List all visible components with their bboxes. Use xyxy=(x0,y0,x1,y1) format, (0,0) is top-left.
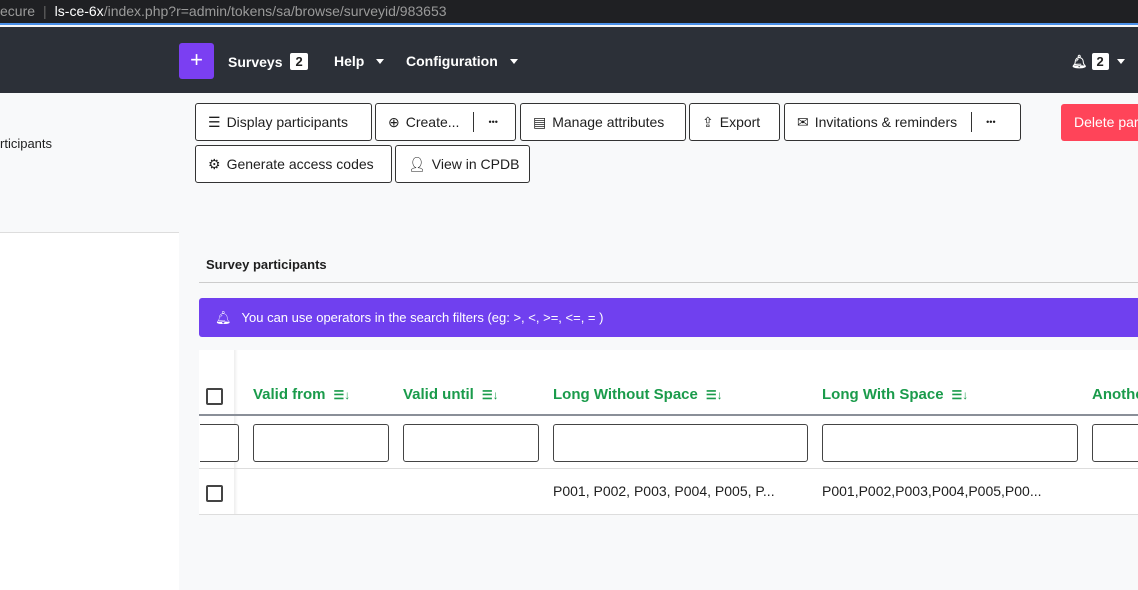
button-label: View in CPDB xyxy=(431,156,520,172)
envelope-gear-icon: ✉ xyxy=(797,113,809,130)
select-all-checkbox[interactable] xyxy=(206,388,223,405)
list-icon: ☰ xyxy=(208,113,221,130)
notifications-button[interactable]: 🔔︎ 2 xyxy=(1071,53,1125,70)
manage-attributes-button[interactable]: ▤ Manage attributes xyxy=(520,103,686,141)
users-icon: 👤︎ xyxy=(408,155,426,172)
column-header-valid-from[interactable]: Valid from ☰↓ xyxy=(253,386,351,403)
row-checkbox[interactable] xyxy=(206,485,223,502)
section-title: Survey participants xyxy=(206,257,327,272)
filter-valid-from[interactable] xyxy=(253,424,389,462)
button-label: Generate access codes xyxy=(226,156,374,172)
nav-surveys[interactable]: Surveys 2 xyxy=(228,53,308,70)
invitations-button[interactable]: ✉ Invitations & reminders ••• xyxy=(784,103,1021,141)
caret-down-icon xyxy=(509,58,518,64)
notifications-count-badge: 2 xyxy=(1091,53,1109,70)
top-navbar: + Surveys 2 Help Configuration 🔔︎ 2 xyxy=(0,27,1138,93)
divider: | xyxy=(43,3,47,19)
bell-icon: 🔔︎ xyxy=(215,309,232,325)
view-in-cpdb-button[interactable]: 👤︎ View in CPDB xyxy=(395,145,530,183)
url-path: /index.php?r=admin/tokens/sa/browse/surv… xyxy=(103,3,447,19)
caret-down-icon xyxy=(1116,59,1125,64)
filter-input-partial[interactable] xyxy=(200,424,239,462)
button-label: Manage attributes xyxy=(552,114,665,130)
row-divider xyxy=(199,468,1138,469)
add-survey-button[interactable]: + xyxy=(179,43,214,79)
sort-icon[interactable]: ☰↓ xyxy=(951,388,969,402)
column-header-valid-until[interactable]: Valid until ☰↓ xyxy=(403,386,499,403)
filter-another[interactable] xyxy=(1092,424,1138,462)
sidebar-panel xyxy=(0,232,179,590)
filter-long-with-space[interactable] xyxy=(822,424,1078,462)
caret-down-icon xyxy=(376,58,385,64)
column-header-another[interactable]: Another xyxy=(1092,386,1138,403)
sort-icon[interactable]: ☰↓ xyxy=(481,388,499,402)
more-options-icon[interactable]: ••• xyxy=(986,117,996,127)
display-participants-button[interactable]: ☰ Display participants xyxy=(195,103,372,141)
button-label: Display participants xyxy=(226,114,348,130)
nav-configuration-label: Configuration xyxy=(406,53,498,69)
plus-circle-icon: ⊕ xyxy=(388,113,400,130)
loading-bar xyxy=(0,23,1138,25)
delete-participants-button[interactable]: Delete participants xyxy=(1061,104,1138,141)
info-alert: 🔔︎ You can use operators in the search fi… xyxy=(199,298,1138,337)
nav-help[interactable]: Help xyxy=(334,53,385,69)
header-divider xyxy=(199,414,1138,416)
sort-icon[interactable]: ☰↓ xyxy=(333,388,351,402)
nav-configuration[interactable]: Configuration xyxy=(406,53,518,69)
filter-long-without-space[interactable] xyxy=(553,424,808,462)
divider xyxy=(473,112,475,132)
plus-icon: + xyxy=(190,47,203,72)
divider xyxy=(199,282,1138,283)
more-options-icon[interactable]: ••• xyxy=(488,117,498,127)
button-label: Export xyxy=(719,114,761,130)
url-host: ls-ce-6x xyxy=(54,3,104,19)
button-label: Invitations & reminders xyxy=(814,114,958,130)
sort-icon[interactable]: ☰↓ xyxy=(705,388,723,402)
create-button[interactable]: ⊕ Create... ••• xyxy=(375,103,516,141)
bell-icon: 🔔︎ xyxy=(1071,53,1088,69)
upload-icon: ⇪ xyxy=(702,113,714,130)
alert-text: You can use operators in the search filt… xyxy=(241,310,604,325)
nav-surveys-label: Surveys xyxy=(228,53,283,70)
server-icon: ▤ xyxy=(533,113,547,130)
column-header-long-without-space[interactable]: Long Without Space ☰↓ xyxy=(553,386,723,403)
generate-access-codes-button[interactable]: ⚙ Generate access codes xyxy=(195,145,392,183)
column-header-long-with-space[interactable]: Long With Space ☰↓ xyxy=(822,386,969,403)
surveys-count-badge: 2 xyxy=(290,53,308,70)
export-button[interactable]: ⇪ Export xyxy=(689,103,780,141)
button-label: Create... xyxy=(405,114,460,130)
filter-valid-until[interactable] xyxy=(403,424,539,462)
address-bar[interactable]: ecure | ls-ce-6x/index.php?r=admin/tokens/… xyxy=(0,0,1138,23)
gear-icon: ⚙ xyxy=(208,155,221,172)
row-divider xyxy=(199,514,1138,515)
cell-long-with-space: P001,P002,P003,P004,P005,P00... xyxy=(822,483,1042,499)
cell-long-without-space: P001, P002, P003, P004, P005, P... xyxy=(553,483,775,499)
security-label: ecure xyxy=(0,3,36,19)
divider xyxy=(971,112,973,132)
sidebar-item-participants[interactable]: rticipants xyxy=(0,136,53,151)
nav-help-label: Help xyxy=(334,53,365,69)
